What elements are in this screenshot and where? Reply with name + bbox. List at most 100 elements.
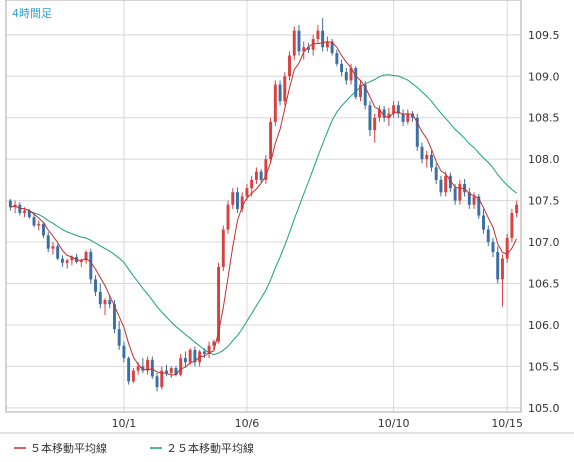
candle-body: [486, 229, 490, 243]
candle-body: [505, 237, 509, 259]
candle-body: [207, 345, 211, 354]
candle: [240, 192, 244, 213]
candle-body: [482, 215, 485, 230]
candle: [302, 41, 306, 60]
candle-body: [245, 188, 249, 197]
candle: [226, 200, 230, 234]
candle-body: [103, 300, 107, 305]
candle-body: [373, 117, 377, 131]
candle-body: [269, 121, 273, 160]
candle: [273, 80, 277, 127]
candle: [122, 341, 126, 363]
x-tick-label: 10/10: [378, 417, 410, 430]
candle: [387, 107, 391, 127]
y-tick-label: 106.5: [528, 278, 560, 291]
candle-body: [401, 113, 405, 122]
x-tick-label: 10/6: [235, 417, 260, 430]
candle-body: [453, 188, 457, 201]
candle-body: [259, 171, 263, 180]
candle: [491, 237, 495, 257]
candle-body: [155, 376, 159, 388]
candle-body: [444, 175, 448, 193]
candle: [411, 111, 415, 122]
candle: [316, 24, 320, 44]
candle-body: [150, 359, 154, 377]
candle: [321, 18, 325, 52]
candle-body: [169, 368, 173, 374]
candle-body: [98, 291, 102, 305]
candle: [292, 26, 296, 60]
y-tick-label: 109.0: [528, 70, 560, 83]
candle-body: [472, 196, 476, 205]
chart-title: 4時間足: [12, 7, 52, 20]
candle: [8, 198, 12, 211]
y-tick-label: 109.5: [528, 29, 560, 42]
candle-body: [496, 252, 500, 280]
y-axis: 109.5 109.0 108.5 108.0 107.5 107.0 106.5 106.0…: [528, 29, 560, 415]
candle: [254, 167, 258, 185]
candle-body: [32, 217, 36, 226]
candle-body: [51, 246, 55, 249]
candle: [306, 43, 310, 54]
candle-body: [226, 204, 230, 230]
sma25-line: [10, 74, 517, 356]
candle-body: [377, 109, 381, 118]
candle: [344, 67, 348, 85]
candle-body: [37, 223, 41, 226]
y-tick-label: 105.0: [528, 402, 560, 415]
candle: [278, 80, 282, 106]
candle: [42, 222, 45, 238]
candle-body: [42, 223, 45, 236]
candle: [108, 295, 112, 309]
candle-body: [46, 235, 50, 249]
candle-body: [250, 179, 254, 189]
candle-body: [108, 300, 112, 305]
candle-body: [240, 196, 244, 209]
candle: [46, 232, 50, 253]
candle: [434, 163, 438, 185]
candle-body: [79, 260, 83, 262]
candle: [56, 243, 60, 261]
candle: [505, 233, 509, 263]
candle-body: [84, 252, 88, 261]
candle-body: [278, 84, 282, 102]
candle-body: [302, 47, 306, 52]
candle: [221, 225, 225, 272]
candle-body: [420, 146, 424, 160]
candle: [448, 172, 452, 193]
candle: [160, 366, 164, 390]
candle-body: [354, 67, 358, 97]
candle-body: [491, 242, 495, 253]
plot-frame: [0, 0, 574, 434]
y-tick-label: 107.5: [528, 195, 560, 208]
candle: [340, 59, 344, 77]
candle-body: [65, 260, 69, 263]
candle-body: [392, 105, 396, 114]
candle: [94, 275, 97, 296]
candle-body: [396, 105, 400, 114]
candle-body: [340, 63, 344, 73]
candle-body: [477, 196, 481, 216]
candle-body: [439, 179, 443, 193]
candle-body: [174, 368, 178, 375]
candle: [406, 109, 410, 125]
candle-body: [363, 84, 367, 106]
sma5-line-group: [10, 41, 518, 376]
candle-body: [8, 200, 12, 208]
candle-body: [264, 159, 268, 180]
candle-body: [415, 117, 419, 147]
candle-body: [406, 113, 410, 122]
candle: [373, 113, 377, 143]
candle: [382, 106, 386, 122]
candle: [368, 101, 372, 136]
candle-body: [382, 109, 386, 118]
candle: [51, 242, 55, 255]
candle-body: [131, 370, 135, 382]
candle-body: [349, 67, 353, 81]
candle: [212, 339, 216, 350]
candle: [430, 150, 433, 172]
candle: [354, 66, 358, 100]
candle-body: [221, 229, 225, 267]
candle-body: [430, 155, 433, 168]
candle: [89, 248, 93, 284]
